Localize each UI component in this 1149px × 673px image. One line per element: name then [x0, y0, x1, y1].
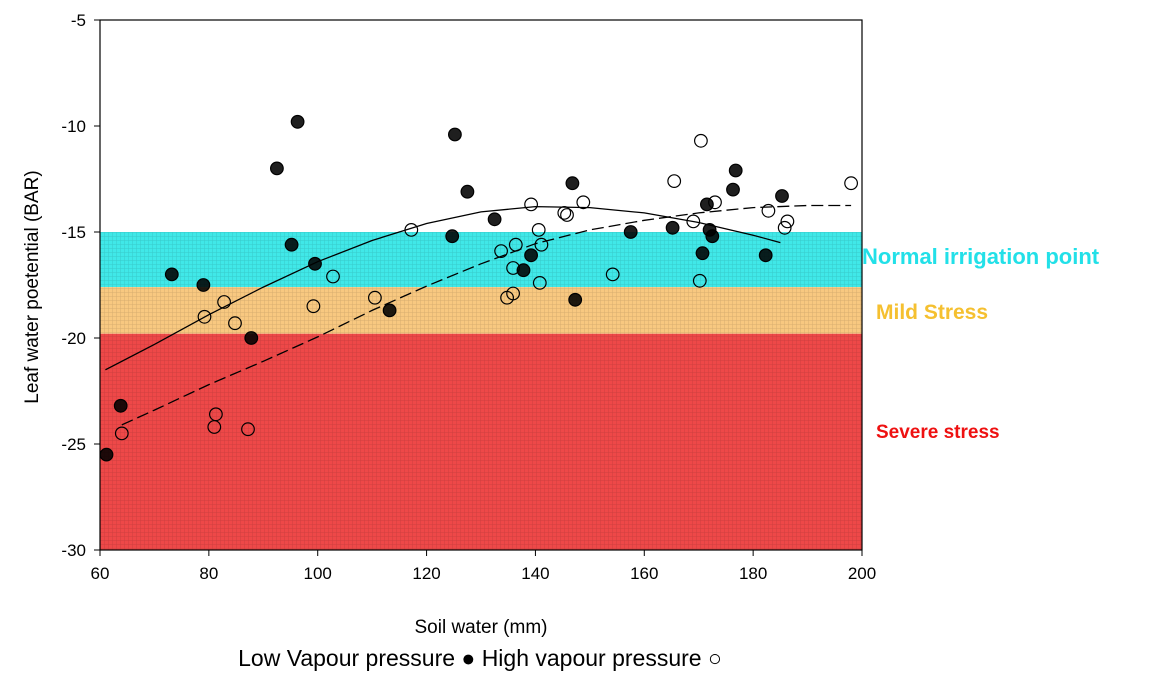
x-tick-label: 200: [848, 564, 876, 583]
fit-curves: [105, 204, 852, 426]
y-tick-label: -10: [61, 117, 86, 136]
x-tick-label: 120: [412, 564, 440, 583]
point-high-vapour: [667, 174, 682, 189]
point-low-vapour: [665, 220, 680, 235]
x-axis-label: Soil water (mm): [414, 617, 547, 638]
zone-label: Normal irrigation point: [862, 244, 1100, 269]
x-tick-label: 140: [521, 564, 549, 583]
point-high-vapour: [777, 220, 792, 235]
point-low-vapour: [244, 331, 259, 345]
point-high-vapour: [241, 422, 255, 437]
x-axis-ticks: 60 80 100 120 140 160 180 200: [91, 550, 876, 583]
y-tick-label: -30: [61, 541, 86, 560]
point-high-vapour: [114, 426, 129, 441]
zone-label: Severe stress: [876, 422, 1000, 443]
point-high-vapour: [557, 205, 572, 220]
y-tick-label: -5: [71, 11, 86, 30]
point-high-vapour: [404, 222, 419, 237]
point-low-vapour: [113, 398, 128, 413]
point-high-vapour: [560, 208, 574, 222]
fit-curve-high-vapour: [121, 204, 852, 426]
point-high-vapour: [326, 269, 340, 284]
point-low-vapour: [164, 267, 179, 282]
point-high-vapour: [208, 407, 223, 422]
stress-zones: [100, 232, 862, 550]
point-high-vapour: [494, 244, 509, 259]
point-high-vapour: [761, 203, 776, 218]
point-low-vapour: [516, 263, 531, 278]
point-low-vapour: [448, 127, 462, 142]
point-low-vapour: [726, 182, 740, 197]
y-tick-label: -15: [61, 223, 86, 242]
point-high-vapour: [708, 195, 722, 210]
fit-curve-low-vapour: [105, 205, 781, 371]
zone-label: Mild Stress: [876, 301, 988, 324]
point-high-vapour: [780, 214, 795, 229]
y-axis-ticks: -5 -10 -15 -20 -25 -30: [61, 11, 100, 560]
point-low-vapour: [460, 184, 475, 199]
point-high-vapour: [692, 273, 707, 288]
zone-labels: Normal irrigation point Mild Stress Severe…: [862, 244, 1100, 443]
point-high-vapour: [506, 261, 520, 275]
point-high-vapour: [576, 195, 591, 210]
point-low-vapour: [487, 212, 502, 227]
point-low-vapour: [308, 256, 322, 271]
point-high-vapour: [197, 309, 212, 324]
point-high-vapour: [228, 316, 242, 331]
point-low-vapour: [695, 246, 710, 261]
y-tick-label: -20: [61, 329, 86, 348]
point-low-vapour: [728, 163, 743, 178]
x-tick-label: 180: [739, 564, 767, 583]
y-tick-label: -25: [61, 435, 86, 454]
point-high-vapour: [524, 197, 538, 212]
point-high-vapour: [531, 222, 546, 237]
point-high-vapour: [306, 299, 321, 314]
point-low-vapour: [758, 248, 773, 263]
point-low-vapour: [623, 225, 638, 239]
point-low-vapour: [705, 229, 720, 244]
point-low-vapour: [99, 447, 114, 462]
point-low-vapour: [290, 114, 305, 129]
point-high-vapour: [506, 286, 520, 301]
point-high-vapour: [844, 176, 858, 191]
point-low-vapour: [284, 237, 299, 252]
point-high-vapour: [605, 267, 620, 282]
x-tick-label: 100: [304, 564, 332, 583]
point-low-vapour: [524, 248, 538, 263]
zone-band-texture: [100, 232, 862, 288]
point-low-vapour: [775, 189, 789, 203]
y-axis-label: Leaf water poetential (BAR): [22, 170, 43, 403]
x-tick-label: 80: [199, 564, 218, 583]
point-high-vapour: [694, 133, 708, 148]
data-points: [99, 114, 858, 462]
point-low-vapour: [445, 229, 460, 244]
point-high-vapour: [508, 237, 523, 252]
point-high-vapour: [686, 214, 701, 229]
x-tick-label: 160: [630, 564, 658, 583]
point-low-vapour: [382, 303, 397, 318]
x-tick-label: 60: [91, 564, 110, 583]
point-high-vapour: [534, 237, 549, 252]
zone-band-texture: [100, 333, 862, 550]
plot-frame: [99, 19, 863, 551]
point-low-vapour: [565, 176, 580, 191]
point-low-vapour: [270, 161, 284, 176]
point-low-vapour: [700, 197, 714, 212]
point-high-vapour: [217, 295, 232, 309]
point-high-vapour: [368, 290, 382, 305]
point-low-vapour: [196, 278, 211, 292]
zone-band-texture: [100, 287, 862, 334]
point-high-vapour: [532, 276, 547, 290]
legend-caption: Low Vapour pressure ● High vapour pressu…: [238, 645, 722, 671]
point-low-vapour: [568, 292, 583, 307]
